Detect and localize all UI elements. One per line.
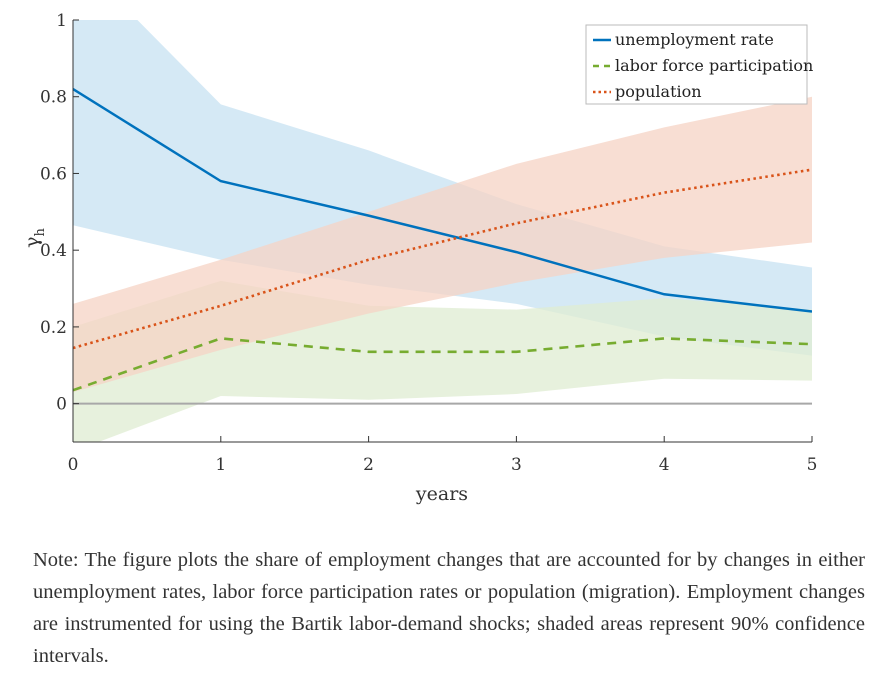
y-tick-label: 1 <box>56 11 67 31</box>
legend: unemployment rate labor force participati… <box>585 24 813 105</box>
population-line <box>73 168 812 350</box>
x-tick-label: 2 <box>363 455 374 475</box>
legend-box <box>585 24 808 105</box>
y-axis-subscript: h <box>33 228 48 237</box>
labor-force-participation-line <box>73 337 812 392</box>
unemployment-rate-legend-label: unemployment rate <box>615 30 774 49</box>
line-chart: 0 1 2 3 4 5 0 0.2 0.4 0.6 0.8 1 years γh unemployme… <box>21 11 817 505</box>
labor-force-participation-legend-label: labor force participation <box>615 56 813 75</box>
y-tick-label: 0 <box>56 395 67 415</box>
population-confidence-band <box>73 96 812 393</box>
axes <box>72 19 813 443</box>
x-tick-label: 1 <box>215 455 226 475</box>
confidence-bands <box>73 20 812 442</box>
y-tick-label: 0.8 <box>40 88 67 108</box>
tick-labels: 0 1 2 3 4 5 0 0.2 0.4 0.6 0.8 1 <box>40 11 817 475</box>
y-tick-label: 0.2 <box>40 318 67 338</box>
x-tick-label: 0 <box>68 455 79 475</box>
y-tick-label: 0.4 <box>40 241 67 261</box>
x-tick-label: 4 <box>659 455 670 475</box>
y-axis-symbol: γ <box>21 237 43 248</box>
y-tick-label: 0.6 <box>40 164 67 184</box>
figure-note: Note: The figure plots the share of empl… <box>33 549 865 667</box>
x-tick-label: 5 <box>807 455 818 475</box>
unemployment-rate-line <box>73 87 812 313</box>
population-legend-label: population <box>615 82 702 101</box>
y-axis-label: γh <box>21 228 48 248</box>
series-lines <box>73 87 812 392</box>
x-axis-label: years <box>415 483 468 505</box>
x-tick-label: 3 <box>511 455 522 475</box>
